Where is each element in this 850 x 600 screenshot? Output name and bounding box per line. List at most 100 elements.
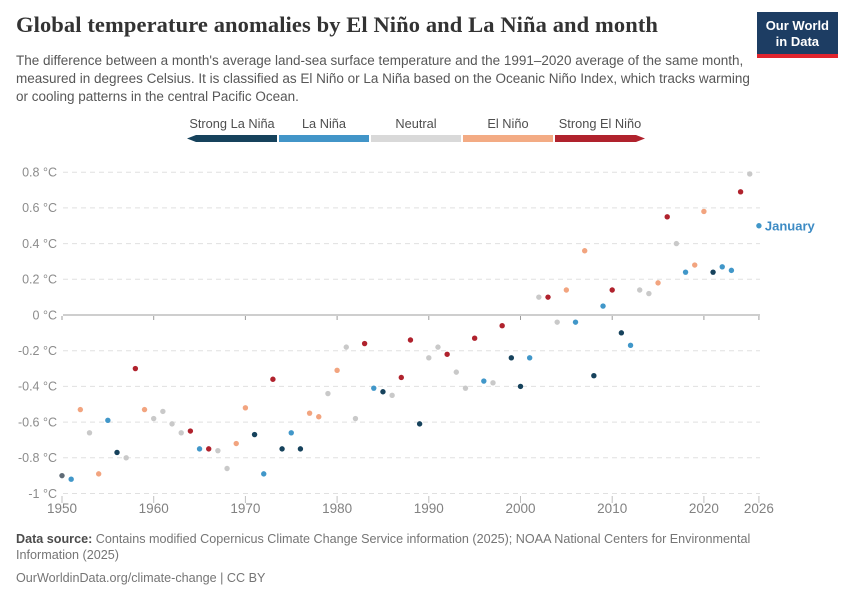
data-point[interactable] [591, 372, 597, 379]
data-point[interactable] [508, 355, 515, 361]
data-point[interactable] [416, 421, 423, 427]
legend-item-color-bar [463, 135, 553, 142]
data-point[interactable] [242, 405, 249, 411]
legend-item-label: Strong La Niña [189, 116, 275, 131]
data-point[interactable] [673, 240, 680, 247]
data-point[interactable] [279, 446, 285, 452]
data-point[interactable] [426, 355, 432, 361]
data-point[interactable] [68, 476, 74, 482]
data-point[interactable] [270, 376, 276, 382]
data-point[interactable] [196, 446, 203, 452]
data-point[interactable] [371, 385, 377, 391]
data-point[interactable] [655, 280, 661, 286]
data-source-note: Data source: Contains modified Copernicu… [16, 531, 774, 564]
data-point[interactable] [490, 380, 496, 386]
data-point[interactable] [132, 365, 139, 372]
data-point[interactable] [627, 342, 634, 349]
legend-item[interactable]: Neutral [371, 116, 461, 142]
y-tick-label: -0.6 °C [18, 415, 57, 429]
data-point[interactable] [471, 335, 478, 341]
owid-logo-line2: in Data [775, 33, 820, 49]
data-point[interactable] [517, 383, 524, 390]
data-point[interactable] [77, 406, 84, 413]
data-point[interactable] [526, 355, 533, 361]
data-point[interactable] [536, 294, 542, 300]
data-point[interactable] [646, 290, 652, 297]
legend-item-color-bar [279, 135, 369, 142]
data-point[interactable] [316, 414, 322, 420]
chart-footer: Data source: Contains modified Copernicu… [16, 531, 774, 586]
data-point[interactable] [233, 440, 239, 447]
data-point[interactable] [444, 351, 450, 357]
data-point[interactable] [545, 294, 551, 300]
legend-item[interactable]: El Niño [463, 116, 553, 142]
data-point[interactable] [747, 171, 753, 177]
owid-logo[interactable]: Our World in Data [756, 12, 838, 59]
data-point[interactable] [352, 415, 359, 422]
data-point[interactable] [581, 248, 588, 254]
data-point[interactable] [600, 303, 606, 309]
data-point[interactable] [297, 446, 304, 452]
data-point[interactable] [206, 446, 212, 452]
data-point[interactable] [141, 406, 148, 413]
data-point[interactable] [407, 337, 414, 343]
data-point[interactable] [187, 428, 194, 434]
data-point[interactable] [481, 378, 487, 384]
data-point[interactable] [462, 385, 469, 391]
data-point[interactable] [389, 392, 395, 399]
y-tick-label: -0.2 °C [18, 344, 57, 358]
legend-item[interactable]: La Niña [279, 116, 369, 142]
data-point[interactable] [380, 389, 386, 395]
data-point[interactable] [169, 421, 175, 427]
legend-item-color-bar [371, 135, 461, 142]
data-point[interactable] [261, 471, 267, 477]
data-point[interactable] [224, 465, 230, 472]
x-tick-label: 2000 [505, 501, 535, 516]
data-point[interactable] [288, 430, 294, 436]
data-point[interactable] [701, 208, 707, 215]
x-tick-label: 1950 [47, 501, 77, 516]
data-point[interactable] [398, 374, 404, 381]
data-point[interactable] [114, 449, 120, 456]
data-point[interactable] [251, 431, 258, 438]
data-point[interactable] [59, 472, 65, 479]
y-tick-label: 0 °C [33, 308, 57, 322]
data-point[interactable] [728, 267, 735, 274]
legend-item[interactable]: Strong La Niña [187, 116, 277, 142]
data-point[interactable] [453, 369, 460, 375]
data-point[interactable] [343, 344, 349, 350]
data-point[interactable] [682, 269, 689, 275]
y-tick-label: -0.8 °C [18, 451, 57, 465]
data-point[interactable] [609, 287, 615, 293]
y-tick-label: 0.4 °C [22, 237, 57, 251]
data-point[interactable] [105, 417, 111, 424]
data-point[interactable] [554, 319, 560, 325]
data-point[interactable] [499, 323, 505, 329]
data-point[interactable] [664, 214, 670, 220]
data-point[interactable] [572, 319, 579, 325]
data-point[interactable] [151, 415, 157, 422]
data-point[interactable] [160, 408, 166, 415]
data-point[interactable] [334, 367, 340, 374]
data-point[interactable] [637, 287, 643, 293]
data-point[interactable] [618, 330, 625, 336]
data-point[interactable] [435, 344, 441, 350]
data-point[interactable] [692, 262, 698, 268]
data-point[interactable] [719, 264, 725, 270]
data-point[interactable] [178, 430, 184, 436]
data-point[interactable] [737, 189, 744, 195]
data-point[interactable] [756, 223, 762, 229]
data-point[interactable] [95, 471, 102, 477]
data-point[interactable] [215, 447, 221, 454]
legend-item[interactable]: Strong El Niño [555, 116, 645, 142]
data-point[interactable] [361, 340, 368, 347]
owid-url-license[interactable]: OurWorldinData.org/climate-change | CC B… [16, 570, 266, 585]
data-point[interactable] [123, 455, 129, 461]
data-point[interactable] [86, 430, 93, 436]
y-tick-label: 0.6 °C [22, 201, 57, 215]
data-point[interactable] [325, 390, 331, 397]
data-point[interactable] [306, 410, 313, 416]
data-point[interactable] [710, 269, 716, 275]
data-point[interactable] [563, 287, 570, 293]
x-tick-label: 1970 [230, 501, 260, 516]
